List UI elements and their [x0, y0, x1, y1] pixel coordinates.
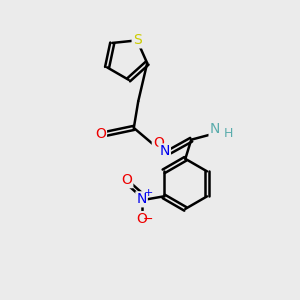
- Text: −: −: [143, 212, 153, 226]
- Text: N: N: [136, 192, 147, 206]
- Text: O: O: [122, 173, 132, 187]
- Text: N: N: [160, 145, 170, 158]
- Text: H: H: [223, 127, 233, 140]
- Text: O: O: [153, 136, 164, 150]
- Text: N: N: [210, 122, 220, 136]
- Text: O: O: [95, 127, 106, 141]
- Text: O: O: [136, 212, 147, 226]
- Text: +: +: [143, 188, 153, 198]
- Text: S: S: [133, 33, 141, 47]
